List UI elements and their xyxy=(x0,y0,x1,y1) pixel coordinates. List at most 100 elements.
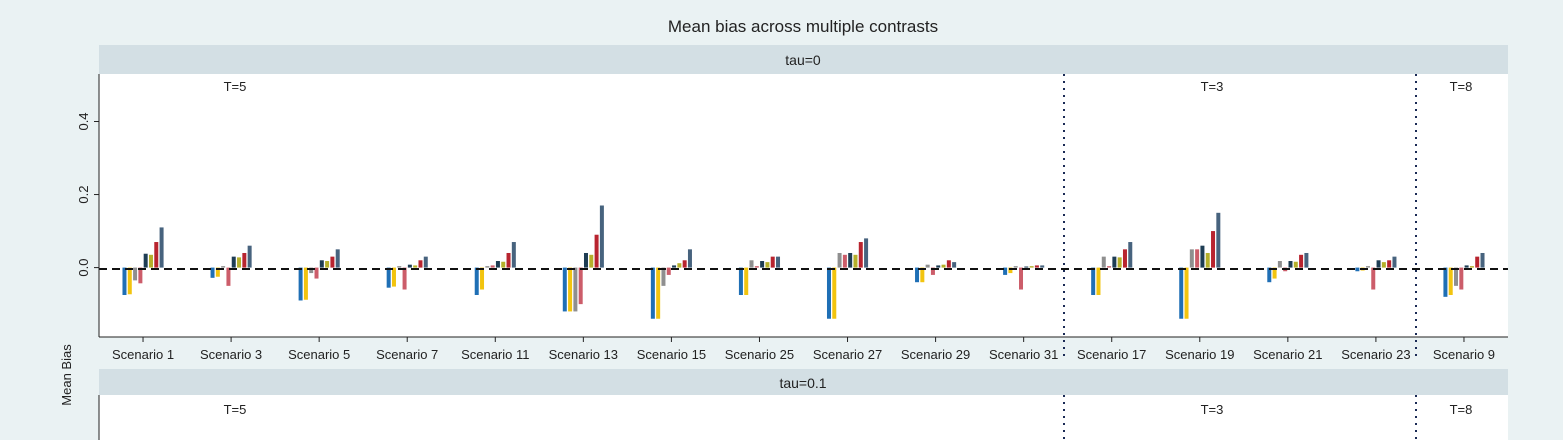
x-tick-label: Scenario 3 xyxy=(200,347,262,362)
bar-scenario-9-8 xyxy=(1480,252,1485,268)
bar-scenario-13-3 xyxy=(573,267,578,312)
bar-scenario-5-4 xyxy=(314,267,319,279)
group-label-t5-top: T=5 xyxy=(224,79,247,94)
bar-scenario-29-6 xyxy=(941,264,946,268)
bar-scenario-25-7 xyxy=(770,256,775,268)
bar-scenario-27-1 xyxy=(826,267,831,319)
bar-scenario-21-1 xyxy=(1267,267,1272,283)
bar-scenario-29-5 xyxy=(936,265,941,268)
x-tick-label: Scenario 17 xyxy=(1077,347,1146,362)
bar-scenario-15-4 xyxy=(666,267,671,275)
bar-scenario-7-5 xyxy=(407,264,412,268)
bar-scenario-23-3 xyxy=(1365,266,1370,268)
bar-scenario-9-4 xyxy=(1459,267,1464,290)
x-tick-label: Scenario 13 xyxy=(549,347,618,362)
bar-scenario-7-7 xyxy=(418,260,423,268)
bar-scenario-17-8 xyxy=(1128,242,1133,268)
bar-scenario-1-4 xyxy=(138,267,143,284)
bar-scenario-31-2 xyxy=(1008,267,1013,274)
bar-scenario-7-6 xyxy=(413,265,418,268)
bar-scenario-9-7 xyxy=(1475,256,1480,268)
bar-scenario-21-5 xyxy=(1288,261,1293,268)
bar-scenario-7-8 xyxy=(423,256,428,268)
x-tick-label: Scenario 23 xyxy=(1341,347,1410,362)
panel-strip-top xyxy=(99,45,1508,74)
bar-scenario-23-7 xyxy=(1387,260,1392,268)
bar-scenario-23-8 xyxy=(1392,256,1397,268)
bar-scenario-1-1 xyxy=(122,267,127,295)
bar-scenario-5-3 xyxy=(309,267,314,274)
bar-scenario-13-5 xyxy=(583,252,588,268)
bar-scenario-1-2 xyxy=(127,267,132,295)
bar-scenario-17-3 xyxy=(1101,256,1106,268)
bar-scenario-27-6 xyxy=(853,254,858,268)
bar-scenario-17-1 xyxy=(1091,267,1096,295)
bar-scenario-9-6 xyxy=(1469,266,1474,268)
bars-top xyxy=(122,205,1485,319)
bar-scenario-25-2 xyxy=(744,267,749,295)
bar-scenario-25-4 xyxy=(754,266,759,268)
bar-scenario-13-6 xyxy=(589,254,594,268)
bar-scenario-7-2 xyxy=(391,267,396,287)
x-tick-label: Scenario 21 xyxy=(1253,347,1322,362)
x-axis-top: Scenario 1 Scenario 3 Scenario 5 Scenario 7… xyxy=(99,336,1508,362)
bar-scenario-3-6 xyxy=(237,257,242,268)
bar-scenario-1-8 xyxy=(159,227,164,268)
bar-scenario-1-5 xyxy=(143,253,148,268)
bar-scenario-29-2 xyxy=(920,267,925,283)
bar-scenario-13-8 xyxy=(599,205,604,268)
bar-scenario-21-3 xyxy=(1277,261,1282,268)
bar-scenario-7-3 xyxy=(397,266,402,268)
bar-scenario-25-6 xyxy=(765,262,770,268)
x-tick-label: Scenario 19 xyxy=(1165,347,1234,362)
plot-area-bottom xyxy=(99,395,1508,440)
bar-scenario-11-8 xyxy=(511,242,516,268)
bar-scenario-9-2 xyxy=(1448,267,1453,295)
bar-scenario-17-2 xyxy=(1096,267,1101,295)
bar-scenario-3-8 xyxy=(247,245,252,268)
x-tick-label: Scenario 5 xyxy=(288,347,350,362)
bar-scenario-29-3 xyxy=(925,264,930,268)
bar-scenario-27-7 xyxy=(858,242,863,268)
x-tick-label: Scenario 27 xyxy=(813,347,882,362)
bar-scenario-31-8 xyxy=(1040,265,1045,268)
bar-scenario-3-3 xyxy=(221,266,226,268)
bar-scenario-19-4 xyxy=(1195,249,1200,268)
bar-scenario-13-7 xyxy=(594,234,599,268)
panel-label-bottom: tau=0.1 xyxy=(779,375,826,391)
bar-scenario-7-4 xyxy=(402,267,407,290)
x-tick-label: Scenario 11 xyxy=(461,347,529,362)
bar-scenario-3-7 xyxy=(242,252,247,268)
bar-scenario-11-2 xyxy=(480,267,485,290)
y-tick-label: 0.2 xyxy=(76,186,91,204)
group-label-t3-top: T=3 xyxy=(1201,79,1224,94)
bar-scenario-21-7 xyxy=(1299,254,1304,268)
bar-scenario-25-5 xyxy=(760,261,765,268)
y-axis-title: Mean Bias xyxy=(59,344,74,406)
bar-scenario-15-3 xyxy=(661,267,666,286)
bar-scenario-3-2 xyxy=(215,267,220,277)
bar-scenario-15-6 xyxy=(677,263,682,268)
x-tick-label: Scenario 31 xyxy=(989,347,1058,362)
panel-strip-bottom xyxy=(99,369,1508,395)
plot-area-top xyxy=(99,74,1508,337)
bar-scenario-29-8 xyxy=(952,262,957,268)
bar-scenario-11-4 xyxy=(490,265,495,268)
bar-scenario-27-5 xyxy=(848,252,853,268)
bar-scenario-29-7 xyxy=(946,260,951,268)
bar-scenario-21-8 xyxy=(1304,252,1309,268)
bar-scenario-11-7 xyxy=(506,252,511,268)
x-tick-label: Scenario 7 xyxy=(376,347,438,362)
bar-scenario-31-1 xyxy=(1003,267,1008,275)
bar-scenario-13-1 xyxy=(562,267,567,312)
bar-scenario-21-2 xyxy=(1272,267,1277,279)
bar-scenario-23-4 xyxy=(1371,267,1376,290)
x-tick-label: Scenario 1 xyxy=(112,347,174,362)
bar-scenario-25-8 xyxy=(776,256,781,268)
bar-scenario-19-2 xyxy=(1184,267,1189,319)
x-tick-label: Scenario 9 xyxy=(1433,347,1495,362)
bar-scenario-19-7 xyxy=(1211,231,1216,268)
bar-scenario-13-2 xyxy=(568,267,573,312)
bar-scenario-25-1 xyxy=(738,267,743,295)
